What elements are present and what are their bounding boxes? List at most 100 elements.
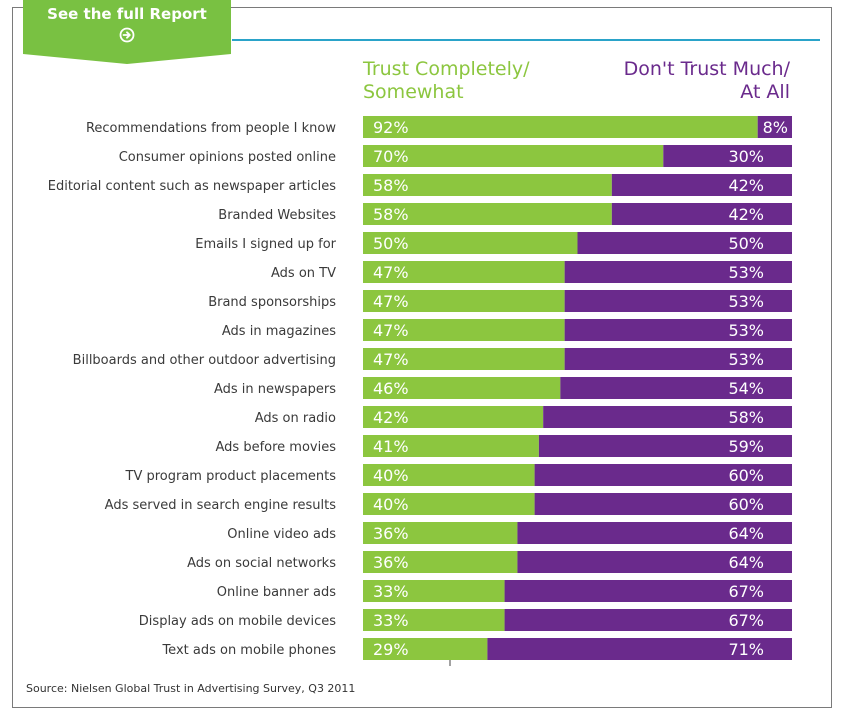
category-label-18: Text ads on mobile phones [161,643,336,658]
bar-trust-17 [363,609,505,631]
value-distrust-2: 42% [728,176,764,195]
value-trust-15: 36% [373,553,409,572]
bar-distrust-12 [534,464,792,486]
bar-trust-0 [363,116,758,138]
value-trust-10: 42% [373,408,409,427]
bar-trust-3 [363,203,612,225]
category-label-10: Ads on radio [255,411,336,426]
bar-trust-1 [363,145,664,167]
value-trust-0: 92% [373,118,409,137]
bar-trust-2 [363,174,612,196]
value-trust-8: 47% [373,350,409,369]
value-trust-5: 47% [373,263,409,282]
source-note: Source: Nielsen Global Trust in Advertis… [26,682,356,695]
value-distrust-10: 58% [728,408,764,427]
value-trust-13: 40% [373,495,409,514]
bar-trust-10 [363,406,544,428]
value-distrust-12: 60% [728,466,764,485]
value-trust-17: 33% [373,611,409,630]
category-label-15: Ads on social networks [187,556,336,571]
value-distrust-15: 64% [728,553,764,572]
value-distrust-11: 59% [728,437,764,456]
value-trust-9: 46% [373,379,409,398]
value-trust-12: 40% [373,466,409,485]
value-distrust-8: 53% [728,350,764,369]
bar-distrust-0 [757,116,792,138]
value-distrust-1: 30% [728,147,764,166]
value-distrust-5: 53% [728,263,764,282]
value-trust-14: 36% [373,524,409,543]
category-label-17: Display ads on mobile devices [139,614,336,629]
value-distrust-3: 42% [728,205,764,224]
value-distrust-17: 67% [728,611,764,630]
category-label-14: Online video ads [227,527,336,542]
value-trust-11: 41% [373,437,409,456]
bar-distrust-18 [487,638,792,660]
value-distrust-7: 53% [728,321,764,340]
bar-trust-12 [363,464,535,486]
value-distrust-16: 67% [728,582,764,601]
arrow-right-circle-icon [119,27,135,43]
value-distrust-0: 8% [763,118,788,137]
bar-trust-16 [363,580,505,602]
category-label-4: Emails I signed up for [195,237,336,252]
bar-trust-15 [363,551,518,573]
bar-distrust-17 [504,609,792,631]
value-distrust-6: 53% [728,292,764,311]
header-divider [232,39,820,41]
bar-distrust-16 [504,580,792,602]
bar-distrust-11 [538,435,792,457]
category-label-16: Online banner ads [217,585,336,600]
bar-trust-5 [363,261,565,283]
value-trust-4: 50% [373,234,409,253]
bar-distrust-1 [663,145,792,167]
bar-trust-11 [363,435,539,457]
value-trust-18: 29% [373,640,409,659]
value-trust-6: 47% [373,292,409,311]
category-label-6: Brand sponsorships [208,295,336,310]
bar-trust-7 [363,319,565,341]
legend-trust-line2: Somewhat [363,81,464,103]
bar-trust-6 [363,290,565,312]
see-full-report-label: See the full Report [47,5,207,23]
bar-trust-8 [363,348,565,370]
bar-trust-9 [363,377,561,399]
value-distrust-4: 50% [728,234,764,253]
bar-distrust-10 [543,406,792,428]
value-distrust-9: 54% [728,379,764,398]
category-label-9: Ads in newspapers [214,382,336,397]
value-distrust-18: 71% [728,640,764,659]
bar-distrust-8 [564,348,792,370]
bar-distrust-5 [564,261,792,283]
category-label-1: Consumer opinions posted online [119,150,336,165]
report-tab-tail [23,54,231,64]
value-trust-7: 47% [373,321,409,340]
bar-distrust-2 [611,174,792,196]
bar-distrust-14 [517,522,792,544]
category-label-11: Ads before movies [216,440,337,455]
bar-distrust-7 [564,319,792,341]
value-trust-3: 58% [373,205,409,224]
value-distrust-14: 64% [728,524,764,543]
category-label-8: Billboards and other outdoor advertising [73,353,336,368]
bar-trust-13 [363,493,535,515]
value-trust-16: 33% [373,582,409,601]
legend-trust-line1: Trust Completely/ [363,58,530,80]
category-label-13: Ads served in search engine results [105,498,337,513]
legend-distrust: Don't Trust Much/ At All [560,58,790,104]
value-trust-2: 58% [373,176,409,195]
legend-distrust-line2: At All [740,81,790,103]
bar-trust-18 [363,638,488,660]
bar-trust-4 [363,232,578,254]
value-distrust-13: 60% [728,495,764,514]
bar-distrust-13 [534,493,792,515]
legend-trust: Trust Completely/ Somewhat [363,58,530,104]
category-label-5: Ads on TV [271,266,336,281]
category-label-7: Ads in magazines [222,324,336,339]
category-label-2: Editorial content such as newspaper arti… [48,179,336,194]
bar-distrust-4 [577,232,792,254]
category-label-0: Recommendations from people I know [86,121,336,136]
see-full-report-button[interactable]: See the full Report [23,0,231,54]
category-label-12: TV program product placements [125,469,337,484]
